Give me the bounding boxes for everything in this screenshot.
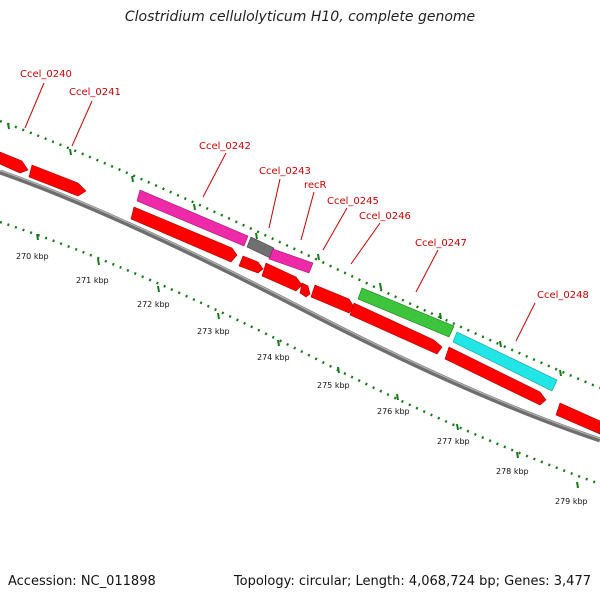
inner-tick-track <box>0 220 600 489</box>
cds-arrow <box>310 284 355 314</box>
leader-line <box>24 82 45 129</box>
gene-label: Ccel_0248 <box>537 290 589 301</box>
tick <box>97 258 100 266</box>
tick <box>131 175 134 183</box>
inner-minor-dots <box>0 220 600 486</box>
cds-arrow <box>28 164 87 197</box>
minor-dots <box>0 119 600 390</box>
ruler-label: 273 kbp <box>197 327 230 336</box>
leader-line <box>350 222 381 265</box>
tick <box>157 285 160 293</box>
genome-summary: Topology: circular; Length: 4,068,724 bp… <box>233 574 591 589</box>
leader-line <box>322 207 348 251</box>
gene-label: Ccel_0243 <box>259 166 311 177</box>
outer-tick-track <box>0 119 600 390</box>
gene-type-track <box>136 189 558 392</box>
ruler-label: 270 kbp <box>16 252 49 261</box>
ruler-label: 272 kbp <box>137 300 170 309</box>
ruler-label: 275 kbp <box>317 381 350 390</box>
tick <box>277 339 280 347</box>
gene-label: Ccel_0241 <box>69 87 121 98</box>
tick <box>36 233 39 241</box>
ruler-label: 271 kbp <box>76 276 109 285</box>
gene-ccel-0243 <box>246 236 275 259</box>
leader-line <box>268 178 281 229</box>
gene-ccel-0248 <box>452 331 558 392</box>
leader-line <box>71 100 93 147</box>
cds-arrow <box>130 206 238 263</box>
tick <box>456 423 459 431</box>
backbone-line <box>0 169 600 443</box>
ruler-label: 276 kbp <box>377 407 410 416</box>
cds-forward-track <box>0 151 87 197</box>
cds-arrow <box>261 262 303 292</box>
map-title: Clostridium cellulolyticum H10, complete… <box>124 9 476 25</box>
cds-arrow <box>299 282 311 298</box>
cds-reverse-track <box>130 206 600 435</box>
tick <box>337 366 340 374</box>
tick <box>396 393 399 401</box>
ruler-label: 277 kbp <box>437 437 470 446</box>
accession-text: Accession: NC_011898 <box>8 574 156 589</box>
gene-label: Ccel_0247 <box>415 238 467 249</box>
tick <box>255 232 258 240</box>
backbone-highlight <box>0 169 600 440</box>
cds-arrow <box>238 255 264 274</box>
tick <box>559 369 562 377</box>
tick <box>576 481 579 489</box>
leader-line <box>415 249 439 293</box>
cds-arrow <box>0 151 29 174</box>
ruler-labels: 270 kbp 271 kbp 272 kbp 273 kbp 274 kbp … <box>16 252 588 506</box>
gene-ccel-0247 <box>357 287 455 338</box>
gene-label: Ccel_0246 <box>359 211 411 222</box>
leader-line <box>202 152 227 198</box>
label-leaders <box>24 82 536 342</box>
cds-arrow <box>349 302 443 355</box>
gene-recr <box>268 248 314 274</box>
tick <box>499 340 502 348</box>
gene-ccel-0242 <box>136 189 249 247</box>
gene-label: Ccel_0240 <box>20 69 72 80</box>
cds-arrow <box>444 346 547 406</box>
ruler-label: 278 kbp <box>496 467 529 476</box>
tick <box>69 148 72 156</box>
gene-labels: Ccel_0240 Ccel_0241 Ccel_0242 Ccel_0243 … <box>20 69 589 301</box>
leader-line <box>515 302 536 342</box>
ruler-label: 274 kbp <box>257 353 290 362</box>
ruler-label: 279 kbp <box>555 497 588 506</box>
leader-line <box>300 191 315 241</box>
tick <box>217 312 220 320</box>
gene-label: Ccel_0245 <box>327 196 379 207</box>
tick <box>317 253 320 261</box>
tick <box>439 312 442 320</box>
tick <box>379 282 382 290</box>
gene-label: Ccel_0242 <box>199 141 251 152</box>
tick <box>193 203 196 211</box>
genome-backbone <box>0 169 600 443</box>
cds-arrow <box>555 402 600 435</box>
gene-label: recR <box>304 180 327 191</box>
tick <box>516 451 519 459</box>
